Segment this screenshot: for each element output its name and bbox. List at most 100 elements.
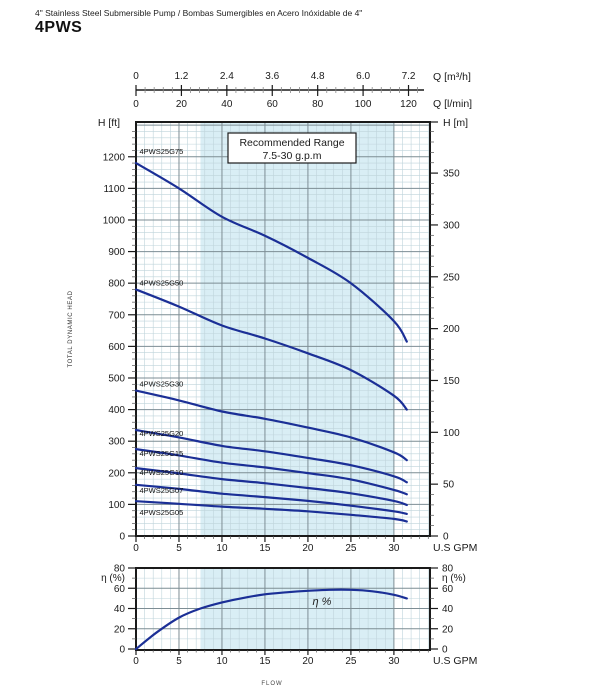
pump-curve-label-4PWS25G20: 4PWS25G20 (140, 429, 184, 438)
efficiency-right-axis: 0 20 40 60 80η (%) (430, 564, 466, 656)
recommended-range-box-frame (227, 132, 357, 164)
left-axis-tick-label: 700 (108, 310, 125, 321)
efficiency-left-unit-label: η (%) (101, 573, 125, 584)
efficiency-left-tick-label: 0 (119, 645, 125, 656)
bottom-axis-tick-label: 0 (133, 543, 139, 554)
left-axis-unit-label: H [ft] (98, 117, 120, 129)
left-axis-tick-label: 900 (108, 247, 125, 258)
top-axis-m3h-tick-label: 4.8 (311, 71, 325, 82)
right-axis-tick-label: 150 (443, 376, 460, 387)
pump-curve-4PWS25G30 (134, 389, 408, 462)
flow-axis-title: FLOW (261, 681, 282, 687)
bottom-axis-gpm: 0 5 10 15 20 25 30 U.S GPM (133, 536, 477, 554)
left-axis-tick-label: 100 (108, 500, 125, 511)
pump-curve-label-4PWS25G50: 4PWS25G50 (140, 278, 184, 287)
left-axis-tick-label: 300 (108, 437, 125, 448)
pump-curve-4PWS25G07 (134, 483, 408, 515)
top-axis-lmin-tick-label: 40 (221, 99, 233, 110)
right-axis-tick-label: 100 (443, 428, 460, 439)
pump-curve-label-4PWS25G07: 4PWS25G07 (140, 486, 184, 495)
left-axis-tick-label: 800 (108, 279, 125, 290)
top-axis-m3h-tick-label: 7.2 (402, 71, 416, 82)
pump-curve-4PWS25G05 (134, 500, 408, 523)
efficiency-annotation: η % (313, 596, 332, 608)
efficiency-left-tick-label: 40 (114, 604, 126, 615)
pump-curve-4PWS25G20 (134, 429, 408, 484)
top-axis-m3h-tick-label: 6.0 (356, 71, 370, 82)
right-axis-m: 0 50 100 150 200 250 300 350 H [m] (430, 117, 468, 543)
bottom-axis-tick-label: 25 (345, 543, 357, 554)
pump-curve-4PWS25G75 (134, 162, 408, 343)
efficiency-curve (134, 588, 408, 651)
top-axis-lmin-tick-label: 80 (312, 99, 324, 110)
efficiency-grid-major (136, 568, 430, 650)
top-axis-m3h-tick-label: 2.4 (220, 71, 234, 82)
left-axis-tick-label: 1200 (103, 152, 126, 163)
bottom-axis-unit-label: U.S GPM (433, 542, 477, 554)
pump-curve-4PWS25G15 (134, 448, 408, 496)
left-axis-tick-label: 400 (108, 405, 125, 416)
top-axis-m3h-unit-label: Q [m³/h] (433, 71, 471, 83)
bottom-axis-tick-label: 15 (259, 543, 271, 554)
efficiency-right-tick-label: 0 (442, 645, 448, 656)
top-axis-lmin-tick-label: 120 (400, 99, 417, 110)
top-axis-m3h-tick-label: 1.2 (174, 71, 188, 82)
right-axis-tick-label: 200 (443, 324, 460, 335)
left-axis-tick-label: 500 (108, 373, 125, 384)
pump-curve-label-4PWS25G30: 4PWS25G30 (140, 380, 184, 389)
right-axis-unit-label: H [m] (443, 117, 468, 129)
efficiency-left-tick-label: 60 (114, 584, 126, 595)
top-flow-axis: 0 1.2 2.4 3.6 4.8 6.0 7.2 0 20 40 60 80 100 120 Q [m³/… (133, 71, 472, 110)
pump-curve-label-4PWS25G10: 4PWS25G10 (140, 468, 184, 477)
efficiency-right-tick-label: 20 (442, 624, 454, 635)
document-subtitle: 4" Stainless Steel Submersible Pump / Bo… (35, 8, 363, 18)
efficiency-right-unit-label: η (%) (442, 573, 466, 584)
left-axis-tick-label: 600 (108, 342, 125, 353)
efficiency-right-tick-label: 40 (442, 604, 454, 615)
efficiency-right-tick-label: 60 (442, 584, 454, 595)
right-axis-tick-label: 350 (443, 169, 460, 180)
efficiency-bottom-unit-label: U.S GPM (433, 655, 477, 667)
left-axis-tick-label: 1000 (103, 215, 126, 226)
top-axis-lmin-tick-label: 60 (267, 99, 279, 110)
top-axis-lmin-tick-label: 100 (355, 99, 372, 110)
top-axis-lmin-unit-label: Q [l/min] (433, 98, 472, 110)
pump-curve-label-4PWS25G75: 4PWS25G75 (140, 147, 184, 156)
top-axis-m3h-tick-label: 0 (133, 71, 139, 82)
top-axis-m3h-tick-label: 3.6 (265, 71, 279, 82)
left-axis-tick-label: 0 (119, 532, 125, 543)
bottom-axis-tick-label: 20 (302, 543, 314, 554)
recommended-range-line1: Recommended Range (239, 137, 344, 149)
left-axis-title: TOTAL DYNAMIC HEAD (68, 290, 74, 367)
document-title: 4PWS (35, 19, 83, 36)
pump-curve-label-4PWS25G05: 4PWS25G05 (140, 508, 184, 517)
efficiency-bottom-axis: 0 5 10 15 20 25 30 U.S GPM FLOW (133, 650, 477, 687)
efficiency-bottom-tick-label: 10 (216, 656, 228, 667)
left-axis-tick-label: 200 (108, 468, 125, 479)
right-axis-tick-label: 250 (443, 272, 460, 283)
bottom-axis-tick-label: 5 (176, 543, 182, 554)
recommended-range-line2: 7.5-30 g.p.m (263, 150, 322, 162)
efficiency-bottom-tick-label: 25 (345, 656, 357, 667)
top-axis-lmin-tick-label: 20 (176, 99, 188, 110)
right-axis-tick-label: 0 (443, 532, 449, 543)
efficiency-bottom-tick-label: 20 (302, 656, 314, 667)
pump-curve-4PWS25G10 (134, 467, 408, 507)
left-axis-ft: 0 100 200 300 400 500 600 700 800 900 1000 1100 1200… (68, 117, 136, 543)
efficiency-bottom-tick-label: 0 (133, 656, 139, 667)
pump-curve-4PWS25G50 (134, 288, 408, 411)
efficiency-bottom-tick-label: 5 (176, 656, 182, 667)
left-axis-tick-label: 1100 (103, 184, 125, 195)
efficiency-left-tick-label: 80 (114, 564, 126, 575)
pump-curve-label-4PWS25G15: 4PWS25G15 (140, 449, 184, 458)
bottom-axis-tick-label: 10 (216, 543, 228, 554)
bottom-axis-tick-label: 30 (388, 543, 400, 554)
efficiency-bottom-tick-label: 30 (388, 656, 400, 667)
efficiency-left-axis: 0 20 40 60 80η (%) (101, 564, 136, 656)
efficiency-right-tick-label: 80 (442, 564, 454, 575)
